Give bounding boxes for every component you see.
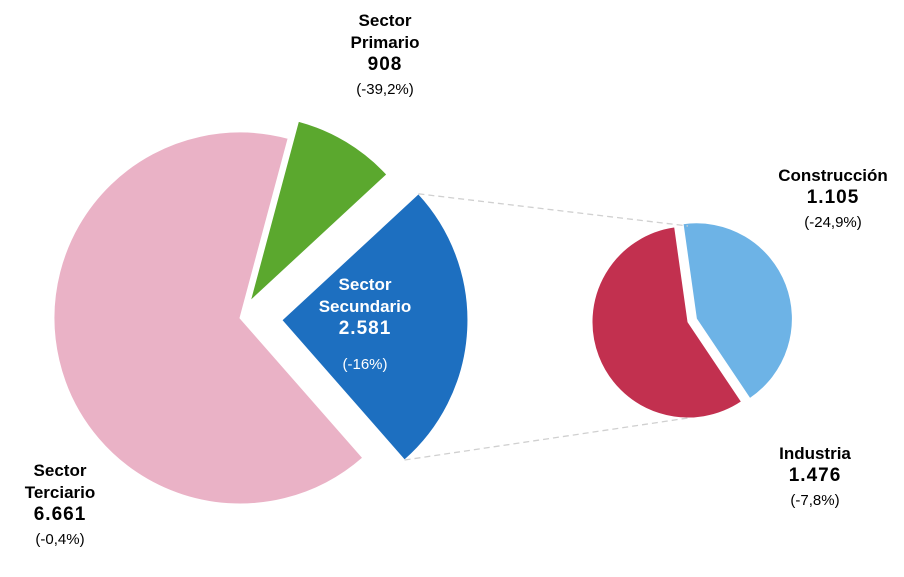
value-label: 6.661 [33,504,87,525]
slice-label: Sector Primario 908 (-39,2%) [330,10,440,101]
category-label: Sector Primario [350,11,420,52]
slice-label: Sector Secundario 2.581 (-16%) [300,274,430,376]
slice-label: Industria 1.476 (-7,8%) [755,443,875,512]
change-label: (-7,8%) [790,492,840,509]
value-label: 2.581 [338,318,392,339]
change-label: (-16%) [342,356,388,373]
change-label: (-39,2%) [356,81,414,98]
value-label: 1.105 [806,187,860,208]
connector-line [418,193,689,227]
category-label: Sector Terciario [24,461,96,502]
change-label: (-0,4%) [35,531,85,548]
pie-slice [53,131,364,505]
pie-slice [682,222,793,400]
category-label: Construcción [778,166,888,185]
category-label: Industria [779,444,851,463]
pie-slice [591,226,743,419]
pie-slice [249,120,388,303]
pie-slice [281,193,469,461]
change-label: (-24,9%) [804,214,862,231]
connector-line [404,417,689,461]
category-label: Sector Secundario [318,275,412,316]
slice-label: Sector Terciario 6.661 (-0,4%) [5,460,115,551]
value-label: 908 [367,54,403,75]
slice-label: Construcción 1.105 (-24,9%) [758,165,904,234]
value-label: 1.476 [788,465,842,486]
